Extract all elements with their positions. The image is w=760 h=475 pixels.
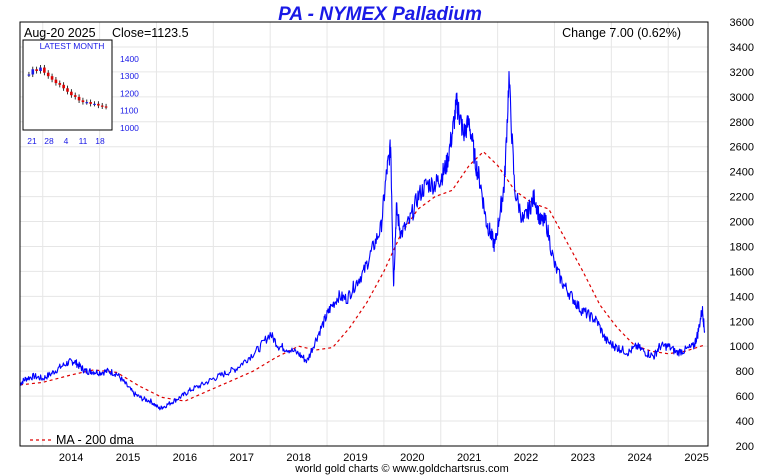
date-label: Aug-20 2025 (24, 26, 96, 40)
inset-y-tick: 1300 (120, 71, 139, 81)
inset-y-tick: 1000 (120, 123, 139, 133)
y-tick-label: 3400 (730, 42, 754, 54)
x-tick-label: 2022 (514, 452, 538, 464)
inset-x-tick: 18 (95, 136, 105, 146)
inset-x-tick: 4 (64, 136, 69, 146)
y-tick-label: 3000 (730, 92, 754, 104)
y-axis: 200 400 600 800 1000 1200 1400 1600 1800 2000 2200… (730, 17, 754, 453)
y-tick-label: 1200 (730, 316, 754, 328)
y-tick-label: 2400 (730, 167, 754, 179)
y-tick-label: 1400 (730, 291, 754, 303)
legend: MA - 200 dma (30, 433, 134, 447)
inset-title: LATEST MONTH (40, 41, 105, 51)
inset-candle (43, 67, 46, 73)
price-series (19, 71, 706, 411)
inset-candle (85, 102, 89, 104)
inset-x-tick: 28 (44, 136, 54, 146)
y-tick-label: 2000 (730, 217, 754, 229)
y-tick-label: 800 (736, 366, 754, 378)
x-tick-label: 2021 (457, 452, 481, 464)
chart-title: PA - NYMEX Palladium (278, 4, 482, 25)
inset-candle (31, 69, 35, 75)
footer-credit: world gold charts © www.goldchartsrus.co… (294, 463, 509, 475)
inset-x-tick: 11 (79, 136, 88, 146)
x-tick-label: 2019 (343, 452, 367, 464)
y-tick-label: 400 (736, 416, 754, 428)
inset-candle (70, 91, 73, 96)
inset-candle (66, 88, 69, 92)
plot-frame (19, 21, 709, 447)
inset-candle (62, 84, 65, 89)
inset-candle (77, 96, 81, 101)
inset-candle (27, 74, 31, 76)
inset-y-axis: 1000 1100 1200 1300 1400 (120, 54, 139, 133)
inset-candle (50, 76, 54, 80)
ma-line (19, 150, 705, 402)
close-label: Close=1123.5 (112, 26, 189, 40)
x-tick-label: 2018 (286, 452, 310, 464)
inset-candle (35, 69, 38, 71)
inset-candle (73, 95, 77, 97)
y-tick-label: 1600 (730, 266, 754, 278)
y-tick-label: 2200 (730, 192, 754, 204)
y-tick-label: 2600 (730, 142, 754, 154)
change-label: Change 7.00 (0.62%) (562, 26, 681, 40)
inset-candle (104, 106, 108, 108)
x-tick-label: 2016 (173, 452, 197, 464)
x-axis: 2014 2015 2016 2017 2018 2019 2020 2021 2022 2023… (59, 452, 709, 464)
inset-candle (54, 79, 58, 84)
inset-candle (58, 83, 62, 85)
inset-candle (39, 67, 42, 71)
x-tick-label: 2020 (400, 452, 424, 464)
legend-label: MA - 200 dma (56, 433, 134, 447)
x-tick-label: 2014 (59, 452, 83, 464)
y-tick-label: 200 (736, 441, 754, 453)
y-tick-label: 600 (736, 391, 754, 403)
y-tick-label: 1000 (730, 341, 754, 353)
inset-candle (46, 72, 50, 77)
inset-candle (81, 100, 85, 103)
x-tick-label: 2017 (230, 452, 254, 464)
y-tick-label: 2800 (730, 117, 754, 129)
y-tick-label: 3600 (730, 17, 754, 29)
grid-lines (20, 21, 708, 447)
inset-frame (22, 39, 113, 131)
inset-bars (27, 64, 108, 110)
inset-candle (93, 103, 96, 106)
price-line (19, 71, 706, 411)
inset-x-tick: 21 (27, 136, 37, 146)
x-tick-label: 2015 (116, 452, 140, 464)
y-tick-label: 1800 (730, 241, 754, 253)
inset-candle (100, 105, 104, 107)
x-tick-label: 2023 (571, 452, 595, 464)
inset-candle (97, 103, 100, 106)
x-tick-label: 2025 (684, 452, 708, 464)
inset-x-axis: 21 28 4 11 18 (27, 136, 105, 146)
inset-y-tick: 1100 (120, 106, 139, 116)
x-tick-label: 2024 (628, 452, 652, 464)
y-tick-label: 3200 (730, 67, 754, 79)
inset-candle (89, 102, 92, 104)
moving-average-series (19, 150, 705, 402)
inset-y-tick: 1200 (120, 88, 139, 98)
inset-y-tick: 1400 (120, 54, 139, 64)
